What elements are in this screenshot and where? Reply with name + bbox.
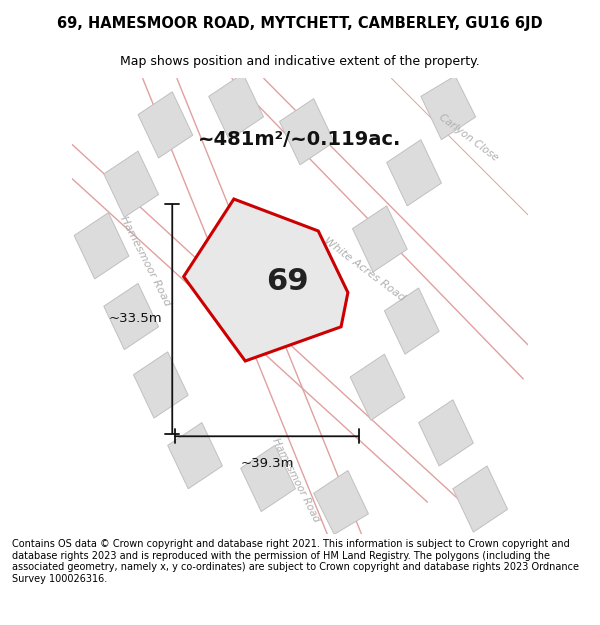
Polygon shape xyxy=(104,284,158,349)
Polygon shape xyxy=(280,99,334,165)
Text: ~39.3m: ~39.3m xyxy=(240,457,293,470)
Text: 69, HAMESMOOR ROAD, MYTCHETT, CAMBERLEY, GU16 6JD: 69, HAMESMOOR ROAD, MYTCHETT, CAMBERLEY,… xyxy=(57,16,543,31)
Polygon shape xyxy=(350,354,405,420)
Polygon shape xyxy=(386,140,442,206)
Polygon shape xyxy=(184,199,348,361)
Text: Hamesmoor Road: Hamesmoor Road xyxy=(118,214,172,308)
Polygon shape xyxy=(104,151,158,218)
Polygon shape xyxy=(419,400,473,466)
Text: ~481m²/~0.119ac.: ~481m²/~0.119ac. xyxy=(199,130,401,149)
Text: Carlyon Close: Carlyon Close xyxy=(437,112,500,163)
Polygon shape xyxy=(385,288,439,354)
Polygon shape xyxy=(209,74,263,140)
Polygon shape xyxy=(352,206,407,272)
Text: Contains OS data © Crown copyright and database right 2021. This information is : Contains OS data © Crown copyright and d… xyxy=(12,539,579,584)
Polygon shape xyxy=(138,92,193,158)
Polygon shape xyxy=(453,466,508,532)
Text: ~33.5m: ~33.5m xyxy=(109,312,162,325)
Text: Hamesmoor Road: Hamesmoor Road xyxy=(270,436,321,523)
Polygon shape xyxy=(421,76,476,140)
Polygon shape xyxy=(314,471,368,534)
Polygon shape xyxy=(74,213,129,279)
Polygon shape xyxy=(133,352,188,418)
Text: Map shows position and indicative extent of the property.: Map shows position and indicative extent… xyxy=(120,54,480,68)
Polygon shape xyxy=(241,446,295,511)
Text: 69: 69 xyxy=(266,267,309,296)
Polygon shape xyxy=(167,422,223,489)
Text: White Acres Road: White Acres Road xyxy=(322,236,406,304)
